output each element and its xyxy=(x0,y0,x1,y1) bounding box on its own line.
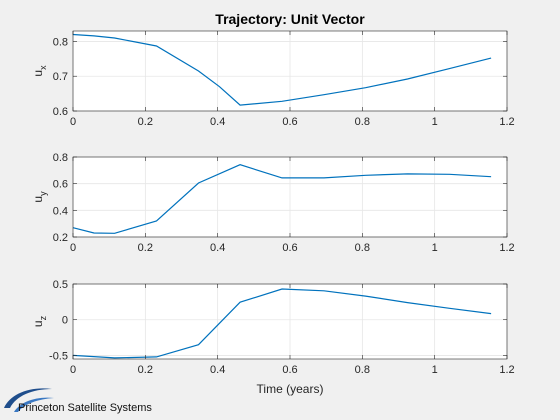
y-axis-label: uy xyxy=(31,191,48,203)
series-line xyxy=(72,33,492,106)
x-tick-label: 0.8 xyxy=(355,242,370,254)
subplot-3: 0 0.2 0.4 0.6 0.8 1 1.2-0.500.5uz xyxy=(31,279,515,376)
x-tick-label: 0.8 xyxy=(355,364,370,376)
y-axis-label: uz xyxy=(31,315,48,327)
y-axis-label: ux xyxy=(31,65,48,77)
y-axis-label-main: u xyxy=(31,196,45,203)
y-axis-label-subscript: y xyxy=(38,191,48,196)
x-tick-label: 0 xyxy=(70,364,76,376)
x-tick-label: 1.2 xyxy=(499,116,514,128)
logo-swoosh-icon xyxy=(4,388,52,408)
y-axis-label-main: u xyxy=(31,70,45,77)
y-tick-label: 0 xyxy=(62,315,68,327)
x-tick-label: 0.4 xyxy=(210,242,225,254)
figure-title: Trajectory: Unit Vector xyxy=(215,11,365,27)
y-tick-label: 0.2 xyxy=(53,232,68,244)
x-tick-label: 0.2 xyxy=(138,242,153,254)
x-tick-label: 0 xyxy=(70,116,76,128)
x-tick-label: 0.8 xyxy=(355,116,370,128)
y-axis-label-subscript: z xyxy=(38,315,48,320)
y-tick-label: 0.8 xyxy=(53,152,68,164)
series-line xyxy=(72,164,492,234)
x-tick-label: 0.6 xyxy=(282,116,297,128)
x-tick-label: 1 xyxy=(432,364,438,376)
logo-text: Princeton Satellite Systems xyxy=(18,402,152,414)
x-tick-label: 0.2 xyxy=(138,364,153,376)
x-tick-label: 1 xyxy=(432,242,438,254)
y-tick-label: 0.5 xyxy=(53,279,68,291)
y-tick-label: 0.4 xyxy=(53,205,68,217)
x-tick-label: 1.2 xyxy=(499,242,514,254)
x-tick-label: 0.6 xyxy=(282,242,297,254)
y-tick-label: 0.8 xyxy=(53,36,68,48)
x-tick-label: 0.6 xyxy=(282,364,297,376)
logo-swoosh-icon-2 xyxy=(14,397,54,412)
subplot-1: 0 0.2 0.4 0.6 0.8 1 1.2 0.6 0.7 0.8 ux xyxy=(31,30,515,128)
y-axis-label-subscript: x xyxy=(38,65,48,70)
series-line xyxy=(72,288,492,359)
y-tick-label: -0.5 xyxy=(49,350,68,362)
x-tick-label: 0.4 xyxy=(210,116,225,128)
y-axis-label-main: u xyxy=(31,320,45,327)
x-tick-label: 0 xyxy=(70,242,76,254)
x-axis-label: Time (years) xyxy=(257,382,324,396)
x-tick-label: 1 xyxy=(432,116,438,128)
y-tick-label: 0.6 xyxy=(53,106,68,118)
y-tick-label: 0.7 xyxy=(53,71,68,83)
x-tick-label: 0.2 xyxy=(138,116,153,128)
x-tick-label: 0.4 xyxy=(210,364,225,376)
subplot-2: 0 0.2 0.4 0.6 0.8 1 1.20.20.40.60.8uy xyxy=(31,152,515,254)
logo: Princeton Satellite Systems xyxy=(4,388,152,414)
x-tick-label: 1.2 xyxy=(499,364,514,376)
y-tick-label: 0.6 xyxy=(53,179,68,191)
